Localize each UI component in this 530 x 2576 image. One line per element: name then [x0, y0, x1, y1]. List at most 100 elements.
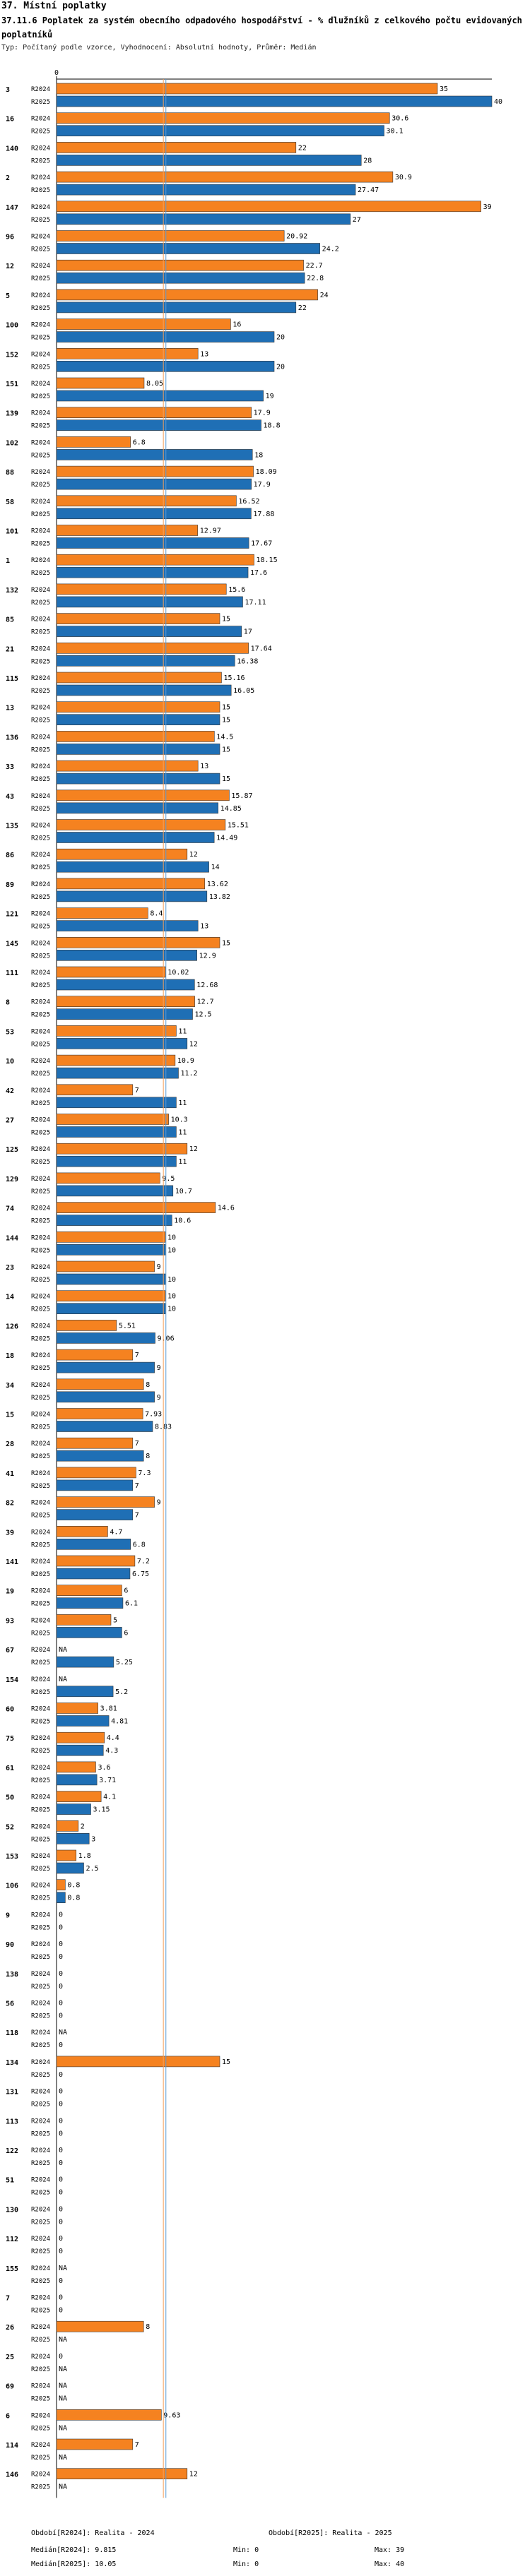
- category-label: 14: [6, 1294, 14, 1301]
- series-label: R2025: [31, 1218, 50, 1225]
- bar-r2024: [56, 1408, 143, 1419]
- series-label: R2024: [31, 2442, 50, 2449]
- series-label: R2024: [31, 1470, 50, 1477]
- value-label: 15: [222, 775, 230, 783]
- category-label: 114: [6, 2442, 18, 2450]
- chart-subtitle: Typ: Počítaný podle vzorce, Vyhodnocení:…: [1, 44, 317, 52]
- series-label: R2024: [31, 528, 50, 535]
- series-label: R2024: [31, 1234, 50, 1241]
- series-label: R2024: [31, 439, 50, 446]
- category-label: 140: [6, 145, 18, 153]
- bar-r2024: [56, 1879, 66, 1890]
- value-label: 0: [59, 1911, 63, 1919]
- series-label: R2025: [31, 1395, 50, 1402]
- series-label: R2025: [31, 1777, 50, 1784]
- series-label: R2025: [31, 1306, 50, 1313]
- series-label: R2025: [31, 2101, 50, 2109]
- category-label: 100: [6, 322, 18, 330]
- series-label: R2024: [31, 1441, 50, 1448]
- series-label: R2025: [31, 1424, 50, 1431]
- category-label: 102: [6, 439, 18, 447]
- series-label: R2025: [31, 806, 50, 813]
- bar-r2025: [56, 1774, 98, 1786]
- bar-r2025: [56, 655, 235, 667]
- value-label: 6: [124, 1587, 128, 1595]
- chart-title: 37.11.6 Poplatek za systém obecního odpa…: [1, 16, 522, 40]
- category-label: 106: [6, 1883, 18, 1890]
- series-label: R2024: [31, 204, 50, 211]
- value-label: 9: [157, 1263, 161, 1271]
- bar-r2025: [56, 861, 209, 873]
- series-label: R2025: [31, 335, 50, 342]
- value-label: 15.87: [231, 792, 252, 800]
- series-label: R2024: [31, 793, 50, 800]
- value-label: 0: [59, 2041, 63, 2049]
- series-label: R2025: [31, 658, 50, 665]
- series-label: R2024: [31, 410, 50, 417]
- category-label: 132: [6, 587, 18, 595]
- bar-r2025: [56, 1568, 131, 1580]
- bar-r2025: [56, 1332, 155, 1344]
- bar-r2025: [56, 155, 362, 166]
- bar-r2024: [56, 1114, 169, 1125]
- value-label: 30.1: [387, 128, 404, 136]
- series-label: R2025: [31, 570, 50, 577]
- bar-r2024: [56, 1731, 105, 1743]
- bar-r2024: [56, 789, 230, 801]
- value-label: 12: [189, 851, 198, 859]
- value-label: 20: [276, 334, 285, 342]
- category-label: 16: [6, 116, 14, 124]
- value-label: 5.51: [119, 1322, 136, 1330]
- category-label: 141: [6, 1558, 18, 1566]
- value-label: 0: [59, 2205, 63, 2213]
- value-label: 12.7: [197, 998, 214, 1006]
- bar-r2024: [56, 1260, 155, 1272]
- value-label: 17.64: [251, 645, 272, 652]
- value-label: 9.63: [163, 2411, 180, 2419]
- value-label: 7: [135, 1512, 139, 1520]
- series-label: R2024: [31, 469, 50, 476]
- value-label: 15: [222, 939, 230, 947]
- series-label: R2025: [31, 1924, 50, 1931]
- series-label: R2025: [31, 1571, 50, 1578]
- series-label: R2024: [31, 823, 50, 830]
- value-label: 0: [59, 2147, 63, 2154]
- series-label: R2025: [31, 1247, 50, 1254]
- bar-r2025: [56, 1509, 134, 1520]
- bar-r2024: [56, 1437, 134, 1449]
- category-label: 144: [6, 1234, 18, 1242]
- bar-r2025: [56, 272, 305, 284]
- value-label: 0.8: [67, 1882, 80, 1890]
- bar-r2024: [56, 230, 285, 242]
- bar-r2025: [56, 508, 252, 520]
- value-label: 18.15: [257, 556, 278, 564]
- value-label: 14.85: [220, 805, 242, 813]
- series-label: R2024: [31, 263, 50, 270]
- value-label: 10.3: [171, 1116, 188, 1124]
- value-label: 11.2: [180, 1070, 197, 1078]
- missing-value-label: NA: [59, 2483, 67, 2491]
- series-label: R2025: [31, 1041, 50, 1048]
- category-label: 153: [6, 1853, 18, 1861]
- value-label: 0: [59, 2277, 63, 2285]
- category-label: 115: [6, 675, 18, 683]
- value-label: 15.6: [228, 586, 245, 594]
- bar-r2024: [56, 2409, 162, 2421]
- category-label: 139: [6, 410, 18, 418]
- value-label: 14: [211, 864, 220, 871]
- category-label: 146: [6, 2471, 18, 2479]
- category-label: 51: [6, 2177, 14, 2185]
- series-label: R2024: [31, 557, 50, 564]
- bar-r2024: [56, 701, 220, 713]
- series-label: R2024: [31, 2265, 50, 2272]
- legend-median-2024: Medián[R2024]: 9.815: [31, 2546, 117, 2554]
- value-label: 22: [298, 144, 307, 152]
- series-label: R2025: [31, 746, 50, 753]
- legend-period-2025: Období[R2025]: Realita - 2025: [269, 2529, 392, 2537]
- value-label: 11: [178, 1027, 187, 1035]
- series-label: R2025: [31, 157, 50, 165]
- category-label: 111: [6, 970, 18, 977]
- series-label: R2024: [31, 145, 50, 152]
- value-label: 0.8: [67, 1895, 80, 1902]
- value-label: 17.11: [245, 599, 266, 607]
